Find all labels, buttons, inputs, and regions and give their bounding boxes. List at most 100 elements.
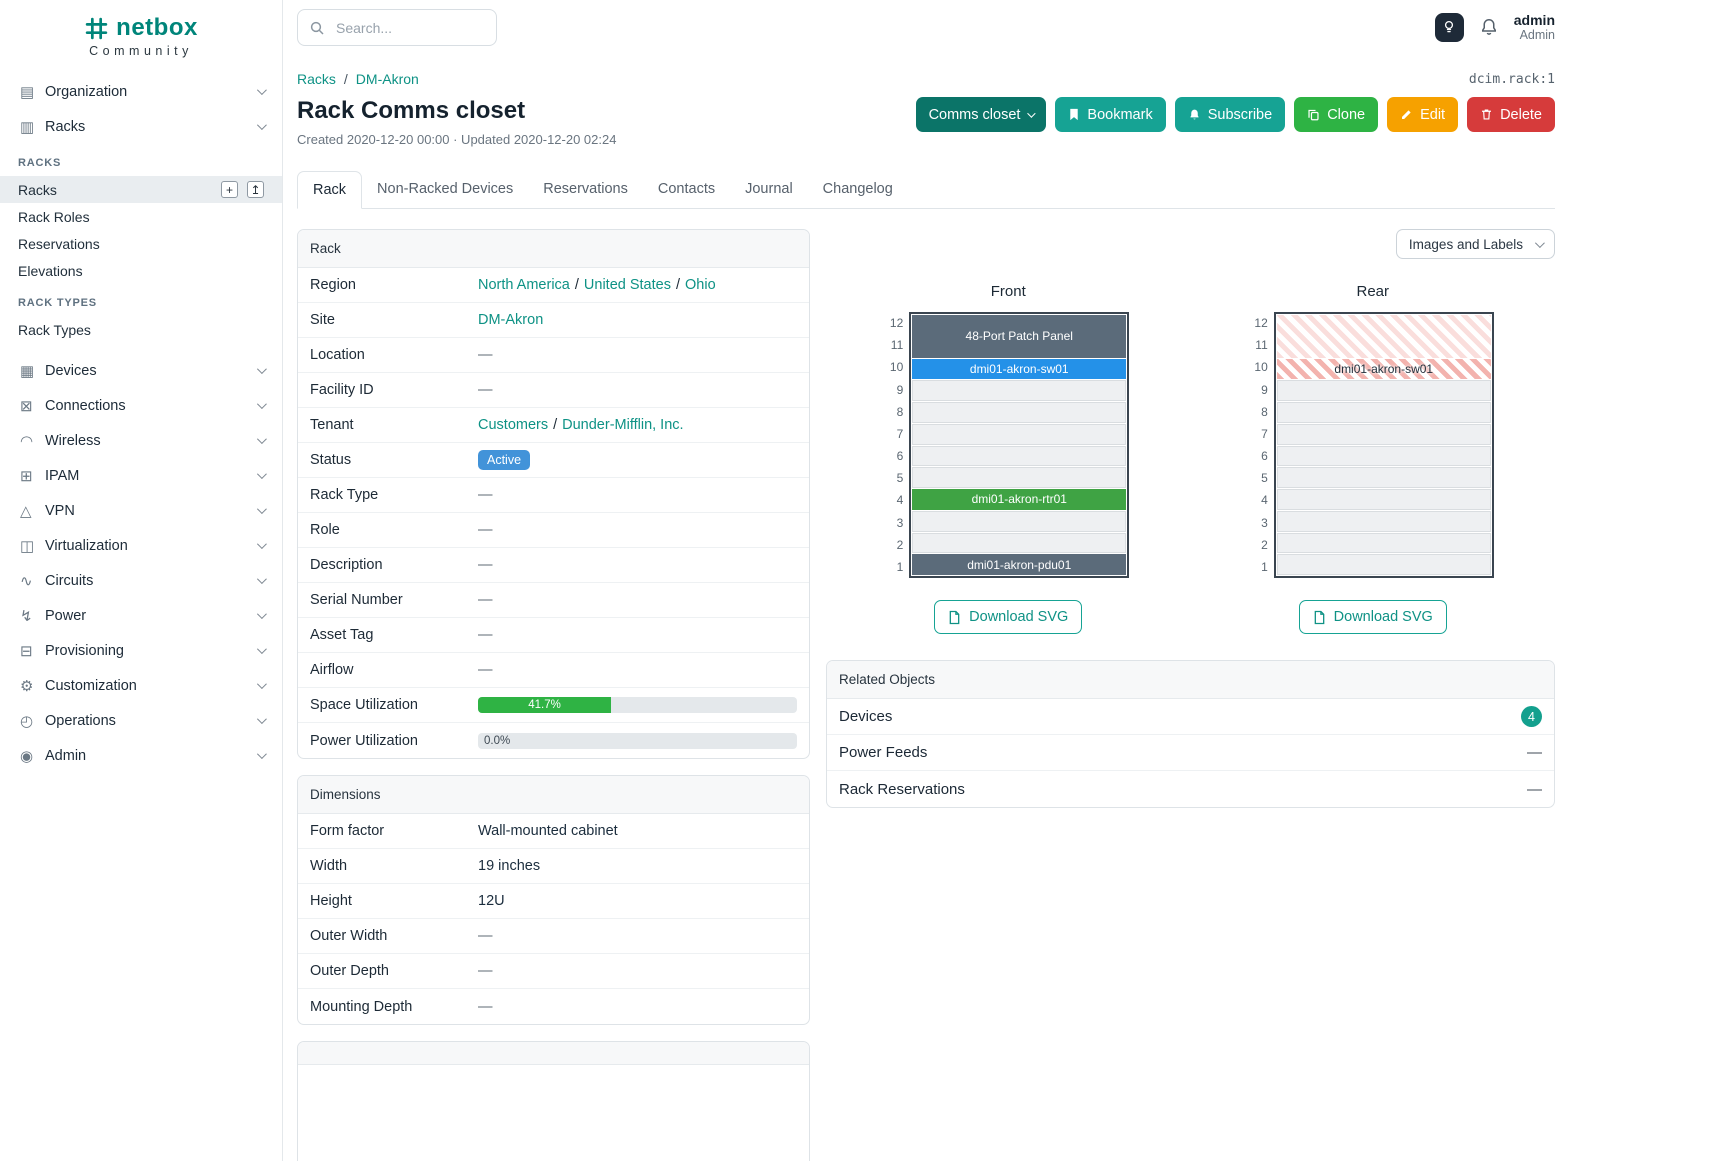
region-link[interactable]: United States bbox=[583, 277, 671, 293]
sidebar-item-wireless[interactable]: ◠ Wireless bbox=[0, 423, 282, 458]
operations-icon: ◴ bbox=[20, 712, 34, 730]
sidebar-item-devices[interactable]: ▦ Devices bbox=[0, 353, 282, 388]
object-id: dcim.rack:1 bbox=[1468, 71, 1555, 87]
import-button[interactable]: ↥ bbox=[247, 181, 264, 198]
download-svg-front-button[interactable]: Download SVG bbox=[934, 600, 1083, 634]
main-area: admin Admin Racks / DM-Akron dcim.rack:1… bbox=[283, 0, 1733, 1161]
rack-unit-empty[interactable] bbox=[1276, 554, 1491, 575]
context-dropdown-button[interactable]: Comms closet bbox=[915, 97, 1047, 132]
chevron-down-icon bbox=[256, 120, 267, 131]
delete-button[interactable]: Delete bbox=[1467, 97, 1555, 132]
tenant-group-link[interactable]: Customers bbox=[478, 417, 549, 433]
sidebar-item-connections[interactable]: ⊠ Connections bbox=[0, 388, 282, 423]
breadcrumb-site[interactable]: DM-Akron bbox=[355, 71, 419, 87]
rack-device[interactable]: 48-Port Patch Panel bbox=[912, 315, 1127, 358]
rack-unit-empty[interactable] bbox=[912, 423, 1127, 445]
rack-unit-empty[interactable] bbox=[1276, 467, 1491, 488]
rack-unit-empty[interactable] bbox=[1276, 380, 1491, 401]
chevron-down-icon bbox=[256, 469, 267, 480]
unit-number: 10 bbox=[889, 360, 904, 375]
download-svg-rear-button[interactable]: Download SVG bbox=[1298, 600, 1447, 634]
rack-unit-empty[interactable] bbox=[1276, 489, 1491, 510]
tab-contacts[interactable]: Contacts bbox=[657, 181, 716, 197]
rack-unit-empty[interactable] bbox=[1276, 445, 1491, 467]
chevron-down-icon bbox=[256, 679, 267, 690]
sidebar-item-label: Connections bbox=[45, 397, 126, 414]
dimension-row-mounting-depth: Mounting Depth — bbox=[298, 989, 809, 1024]
tab-non-racked-devices[interactable]: Non-Racked Devices bbox=[377, 181, 514, 197]
notifications-button[interactable] bbox=[1479, 17, 1499, 37]
rack-unit-empty[interactable] bbox=[912, 380, 1127, 401]
sidebar-item-power[interactable]: ↯ Power bbox=[0, 598, 282, 633]
unit-number: 5 bbox=[896, 471, 904, 486]
subscribe-button[interactable]: Subscribe bbox=[1174, 97, 1286, 132]
sidebar-item-reservations[interactable]: Reservations bbox=[0, 230, 282, 257]
unit-number: 2 bbox=[896, 537, 904, 552]
rack-type-value: — bbox=[478, 487, 493, 503]
images-labels-select[interactable]: Images and Labels bbox=[1395, 229, 1555, 259]
sidebar-item-elevations[interactable]: Elevations bbox=[0, 257, 282, 284]
status-badge: Active bbox=[478, 450, 531, 470]
search-input[interactable] bbox=[334, 18, 485, 37]
sidebar-item-rack-roles[interactable]: Rack Roles bbox=[0, 203, 282, 230]
chevron-down-icon bbox=[256, 504, 267, 515]
tab-changelog[interactable]: Changelog bbox=[822, 181, 893, 197]
rack-device[interactable]: dmi01-akron-rtr01 bbox=[912, 489, 1127, 510]
sidebar-item-racks[interactable]: ▥ Racks bbox=[0, 109, 282, 144]
clone-button[interactable]: Clone bbox=[1294, 97, 1379, 132]
user-role: Admin bbox=[1519, 28, 1555, 43]
rack-device[interactable]: dmi01-akron-sw01 bbox=[912, 358, 1127, 380]
tab-rack[interactable]: Rack bbox=[297, 171, 363, 209]
sidebar-item-organization[interactable]: ▤ Organization bbox=[0, 74, 282, 109]
sidebar-item-customization[interactable]: ⚙ Customization bbox=[0, 668, 282, 703]
tenant-link[interactable]: Dunder-Mifflin, Inc. bbox=[562, 417, 684, 433]
provisioning-icon: ⊟ bbox=[20, 642, 33, 660]
rack-unit-empty[interactable] bbox=[912, 402, 1127, 423]
unit-number: 11 bbox=[1255, 338, 1268, 353]
rack-device[interactable]: dmi01-akron-sw01 bbox=[1276, 358, 1491, 380]
related-row-devices[interactable]: Devices 4 bbox=[827, 699, 1554, 735]
site-link[interactable]: DM-Akron bbox=[478, 312, 544, 328]
sidebar-main-nav: ▦ Devices ⊠ Connections ◠ Wireless ⊞ IPAM △ VPN ◫ V… bbox=[0, 353, 282, 773]
rack-unit-empty[interactable] bbox=[912, 467, 1127, 488]
info-row-asset-tag: Asset Tag — bbox=[298, 618, 809, 653]
rack-unit-empty[interactable] bbox=[1276, 402, 1491, 423]
netbox-logo[interactable]: netbox bbox=[0, 14, 282, 42]
rack-unit-empty[interactable] bbox=[912, 445, 1127, 467]
breadcrumb-separator: / bbox=[343, 71, 348, 87]
sidebar-item-racks[interactable]: Racks + ↥ bbox=[0, 176, 282, 203]
region-link[interactable]: North America bbox=[478, 277, 570, 293]
theme-toggle-button[interactable] bbox=[1434, 12, 1464, 42]
images-labels-value: Images and Labels bbox=[1408, 236, 1523, 252]
lightbulb-icon bbox=[1445, 21, 1454, 33]
edit-button[interactable]: Edit bbox=[1387, 97, 1459, 132]
search-box[interactable] bbox=[297, 9, 497, 46]
sidebar-item-rack-types[interactable]: Rack Types bbox=[0, 316, 282, 343]
user-menu[interactable]: admin Admin bbox=[1514, 12, 1555, 44]
rack-unit-empty[interactable] bbox=[912, 532, 1127, 554]
rack-unit-empty[interactable] bbox=[912, 510, 1127, 532]
sidebar-item-operations[interactable]: ◴ Operations bbox=[0, 703, 282, 738]
rack-unit-empty[interactable] bbox=[1276, 532, 1491, 554]
sidebar-item-ipam[interactable]: ⊞ IPAM bbox=[0, 458, 282, 493]
rack-device[interactable]: dmi01-akron-pdu01 bbox=[912, 554, 1127, 575]
tab-journal[interactable]: Journal bbox=[745, 181, 793, 197]
rack-unit-empty[interactable] bbox=[1276, 423, 1491, 445]
region-link[interactable]: Ohio bbox=[685, 277, 716, 293]
sidebar-item-provisioning[interactable]: ⊟ Provisioning bbox=[0, 633, 282, 668]
info-row-airflow: Airflow — bbox=[298, 653, 809, 688]
chevron-down-icon bbox=[256, 434, 267, 445]
rear-elevation: Rear 12 11 10 9 8 7 6 5 4 3 2 1 dmi01-akron-sw01 bbox=[1191, 283, 1556, 634]
sidebar-item-virtualization[interactable]: ◫ Virtualization bbox=[0, 528, 282, 563]
tab-reservations[interactable]: Reservations bbox=[543, 181, 628, 197]
sidebar-item-circuits[interactable]: ∿ Circuits bbox=[0, 563, 282, 598]
partial-card-header bbox=[298, 1042, 809, 1065]
add-button[interactable]: + bbox=[221, 181, 238, 198]
sidebar-item-admin[interactable]: ◉ Admin bbox=[0, 738, 282, 773]
sidebar-item-vpn[interactable]: △ VPN bbox=[0, 493, 282, 528]
rack-unit-empty[interactable] bbox=[1276, 510, 1491, 532]
bookmark-button[interactable]: Bookmark bbox=[1055, 97, 1166, 132]
related-objects-card: Related Objects Devices 4 Power Feeds — … bbox=[826, 660, 1555, 808]
breadcrumb-racks[interactable]: Racks bbox=[297, 71, 336, 87]
unit-number: 10 bbox=[1254, 360, 1268, 375]
